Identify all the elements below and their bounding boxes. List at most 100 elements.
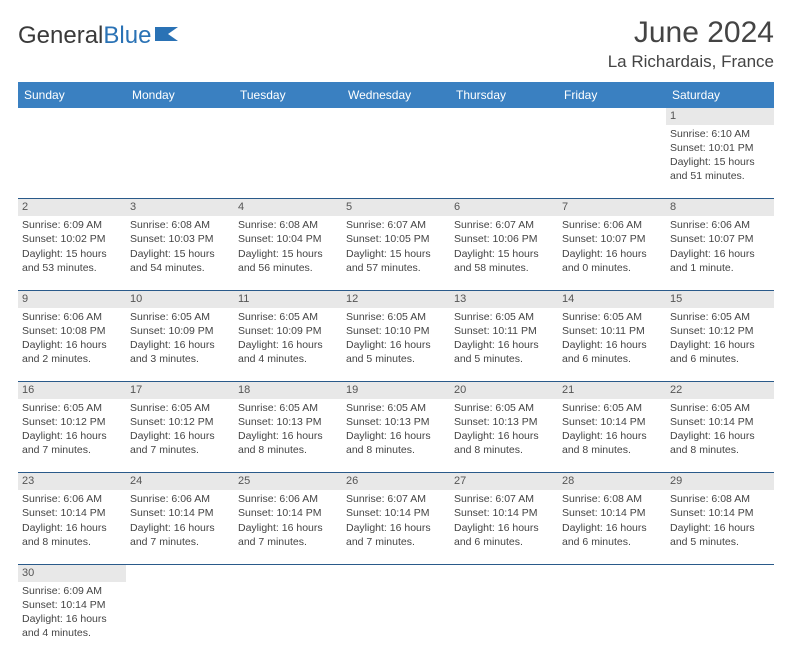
day-number: 16 <box>18 382 126 399</box>
day-detail-line: and 4 minutes. <box>22 626 122 640</box>
day-detail-line: Sunset: 10:14 PM <box>130 506 230 520</box>
day-cell: Sunrise: 6:07 AMSunset: 10:14 PMDaylight… <box>450 490 558 564</box>
day-detail-line: and 0 minutes. <box>562 261 662 275</box>
day-number: 10 <box>126 290 234 307</box>
week-row: Sunrise: 6:06 AMSunset: 10:14 PMDaylight… <box>18 490 774 564</box>
day-detail-line: Daylight: 16 hours <box>22 429 122 443</box>
day-cell: Sunrise: 6:07 AMSunset: 10:06 PMDaylight… <box>450 216 558 290</box>
day-cell: Sunrise: 6:09 AMSunset: 10:02 PMDaylight… <box>18 216 126 290</box>
day-number: 6 <box>450 199 558 216</box>
day-cell <box>126 125 234 199</box>
day-cell: Sunrise: 6:05 AMSunset: 10:13 PMDaylight… <box>234 399 342 473</box>
day-detail-line: and 57 minutes. <box>346 261 446 275</box>
day-cell <box>558 582 666 656</box>
day-detail-line: Daylight: 16 hours <box>346 521 446 535</box>
day-header: Thursday <box>450 82 558 108</box>
calendar-table: SundayMondayTuesdayWednesdayThursdayFrid… <box>18 82 774 656</box>
day-number: 21 <box>558 382 666 399</box>
day-detail-line: Sunset: 10:11 PM <box>454 324 554 338</box>
day-detail-line: Sunrise: 6:05 AM <box>238 401 338 415</box>
day-detail-line: Sunrise: 6:07 AM <box>346 492 446 506</box>
day-detail-line: Sunset: 10:14 PM <box>562 415 662 429</box>
day-detail-line: Sunrise: 6:07 AM <box>454 218 554 232</box>
day-cell: Sunrise: 6:10 AMSunset: 10:01 PMDaylight… <box>666 125 774 199</box>
day-cell: Sunrise: 6:07 AMSunset: 10:05 PMDaylight… <box>342 216 450 290</box>
day-detail-line: Daylight: 16 hours <box>670 338 770 352</box>
day-detail-line: Daylight: 16 hours <box>562 247 662 261</box>
flag-icon <box>154 22 180 50</box>
brand-name-2: Blue <box>103 22 151 50</box>
day-cell <box>234 582 342 656</box>
day-number <box>450 564 558 581</box>
day-number: 18 <box>234 382 342 399</box>
day-number: 9 <box>18 290 126 307</box>
day-detail-line: Sunset: 10:02 PM <box>22 232 122 246</box>
day-detail-line: Sunrise: 6:05 AM <box>22 401 122 415</box>
day-number: 7 <box>558 199 666 216</box>
day-detail-line: Sunrise: 6:07 AM <box>454 492 554 506</box>
day-detail-line: and 1 minute. <box>670 261 770 275</box>
day-number: 2 <box>18 199 126 216</box>
day-detail-line: Sunset: 10:04 PM <box>238 232 338 246</box>
day-detail-line: Sunset: 10:14 PM <box>670 506 770 520</box>
day-detail-line: Sunset: 10:09 PM <box>130 324 230 338</box>
day-detail-line: Sunset: 10:14 PM <box>22 506 122 520</box>
day-number <box>18 108 126 125</box>
day-cell: Sunrise: 6:08 AMSunset: 10:14 PMDaylight… <box>666 490 774 564</box>
day-number <box>234 564 342 581</box>
day-detail-line: Sunset: 10:10 PM <box>346 324 446 338</box>
day-header: Sunday <box>18 82 126 108</box>
day-detail-line: and 6 minutes. <box>562 352 662 366</box>
day-cell <box>126 582 234 656</box>
day-number: 25 <box>234 473 342 490</box>
day-detail-line: and 6 minutes. <box>454 535 554 549</box>
day-detail-line: and 8 minutes. <box>346 443 446 457</box>
day-detail-line: and 51 minutes. <box>670 169 770 183</box>
day-cell <box>666 582 774 656</box>
day-detail-line: Daylight: 16 hours <box>454 429 554 443</box>
day-detail-line: Sunset: 10:12 PM <box>130 415 230 429</box>
day-detail-line: and 5 minutes. <box>454 352 554 366</box>
day-number <box>558 108 666 125</box>
day-cell: Sunrise: 6:05 AMSunset: 10:11 PMDaylight… <box>450 308 558 382</box>
day-number: 27 <box>450 473 558 490</box>
day-number: 5 <box>342 199 450 216</box>
day-detail-line: Sunrise: 6:08 AM <box>238 218 338 232</box>
month-title: June 2024 <box>608 16 774 50</box>
day-cell: Sunrise: 6:05 AMSunset: 10:13 PMDaylight… <box>450 399 558 473</box>
day-detail-line: Sunrise: 6:08 AM <box>130 218 230 232</box>
day-detail-line: Sunset: 10:13 PM <box>238 415 338 429</box>
day-detail-line: Daylight: 16 hours <box>130 429 230 443</box>
day-detail-line: Daylight: 15 hours <box>346 247 446 261</box>
day-detail-line: Daylight: 16 hours <box>22 612 122 626</box>
day-detail-line: Sunrise: 6:05 AM <box>346 310 446 324</box>
day-detail-line: and 7 minutes. <box>130 443 230 457</box>
day-detail-line: Daylight: 16 hours <box>22 338 122 352</box>
day-number: 8 <box>666 199 774 216</box>
day-number: 15 <box>666 290 774 307</box>
day-header: Friday <box>558 82 666 108</box>
day-detail-line: Daylight: 16 hours <box>346 429 446 443</box>
day-detail-line: and 8 minutes. <box>670 443 770 457</box>
day-detail-line: and 7 minutes. <box>130 535 230 549</box>
day-cell: Sunrise: 6:06 AMSunset: 10:14 PMDaylight… <box>126 490 234 564</box>
day-detail-line: Sunset: 10:07 PM <box>670 232 770 246</box>
day-detail-line: Sunset: 10:03 PM <box>130 232 230 246</box>
day-detail-line: and 3 minutes. <box>130 352 230 366</box>
week-row: Sunrise: 6:09 AMSunset: 10:02 PMDaylight… <box>18 216 774 290</box>
day-detail-line: Daylight: 15 hours <box>670 155 770 169</box>
day-number <box>234 108 342 125</box>
day-detail-line: Sunset: 10:01 PM <box>670 141 770 155</box>
day-cell <box>558 125 666 199</box>
day-detail-line: Sunrise: 6:07 AM <box>346 218 446 232</box>
day-cell: Sunrise: 6:08 AMSunset: 10:14 PMDaylight… <box>558 490 666 564</box>
day-detail-line: Sunset: 10:14 PM <box>22 598 122 612</box>
day-cell: Sunrise: 6:06 AMSunset: 10:14 PMDaylight… <box>234 490 342 564</box>
day-cell: Sunrise: 6:05 AMSunset: 10:09 PMDaylight… <box>234 308 342 382</box>
day-number <box>342 108 450 125</box>
title-block: June 2024 La Richardais, France <box>608 16 774 72</box>
day-detail-line: and 5 minutes. <box>670 535 770 549</box>
day-detail-line: and 7 minutes. <box>238 535 338 549</box>
day-number: 30 <box>18 564 126 581</box>
week-row: Sunrise: 6:06 AMSunset: 10:08 PMDaylight… <box>18 308 774 382</box>
